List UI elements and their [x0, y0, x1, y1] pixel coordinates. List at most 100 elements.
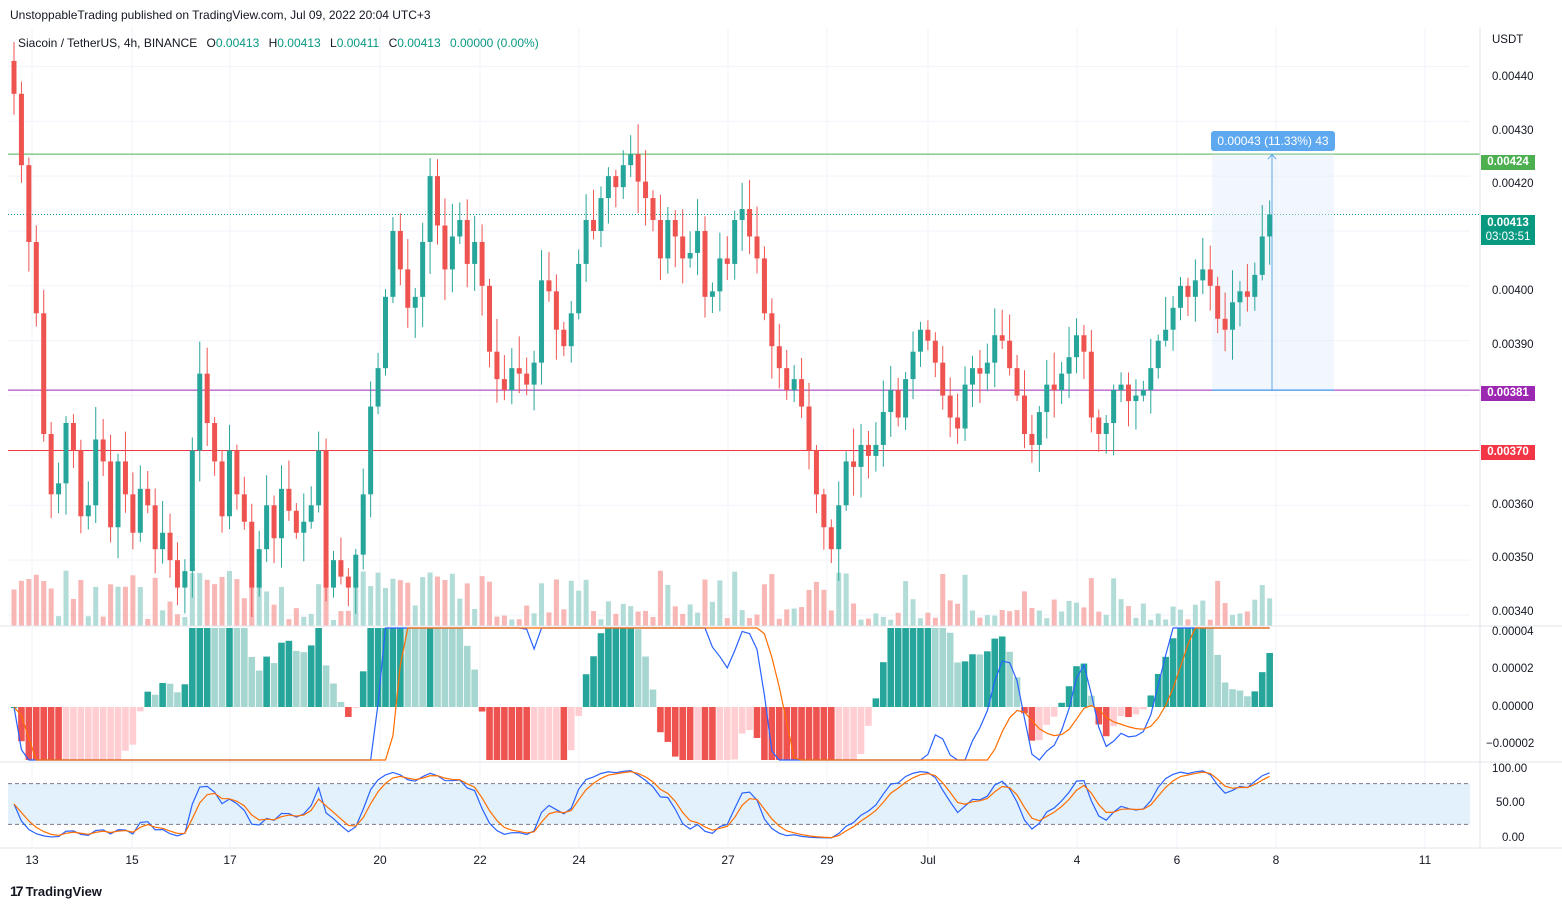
- candle-body: [992, 335, 998, 363]
- macd-histogram-bar: [939, 628, 947, 707]
- low-label: L: [330, 36, 337, 50]
- macd-histogram-bar: [218, 628, 226, 707]
- volume-bar: [858, 619, 864, 626]
- candle-body: [620, 165, 626, 188]
- macd-histogram-bar: [649, 689, 657, 707]
- candle-body: [665, 220, 671, 259]
- stoch-tick: 0.00: [1502, 832, 1525, 844]
- volume-bar: [910, 599, 916, 626]
- macd-histogram-bar: [1080, 663, 1088, 707]
- time-tick: 11: [1418, 853, 1432, 867]
- price-tick: 0.00390: [1492, 339, 1534, 351]
- macd-histogram-bar: [538, 707, 545, 760]
- volume-bar: [672, 606, 678, 626]
- macd-histogram-bar: [263, 656, 270, 707]
- volume-bar: [992, 615, 998, 626]
- time-tick: Jul: [920, 853, 936, 867]
- candle-body: [219, 461, 225, 517]
- macd-histogram-bar: [300, 652, 308, 707]
- candle-body: [605, 176, 611, 199]
- volume-bar: [226, 570, 232, 626]
- macd-histogram-bar: [248, 656, 256, 707]
- volume-bar: [598, 619, 604, 626]
- macd-histogram-bar: [723, 707, 731, 760]
- volume-bar: [561, 609, 567, 626]
- macd-histogram-bar: [619, 628, 627, 707]
- macd-histogram-bar: [998, 636, 1006, 707]
- resistance-price-tag: 0.00424: [1481, 155, 1535, 170]
- macd-histogram-bar: [1021, 707, 1028, 714]
- volume-bar: [479, 576, 485, 626]
- candle-body: [724, 258, 730, 264]
- candle-body: [895, 390, 901, 418]
- candle-body: [955, 417, 961, 429]
- candle-body: [93, 439, 99, 506]
- candle-body: [420, 241, 426, 297]
- volume-bar: [620, 603, 626, 626]
- volume-bar: [613, 613, 619, 626]
- candle-body: [390, 230, 396, 297]
- volume-bar: [591, 611, 597, 626]
- candle-body: [932, 340, 938, 363]
- macd-histogram-bar: [627, 628, 634, 707]
- volume-bar: [93, 586, 99, 626]
- volume-bar: [412, 605, 418, 626]
- stoch-tick: 100.00: [1492, 763, 1528, 775]
- candle-body: [1148, 368, 1154, 391]
- volume-bar: [531, 613, 537, 626]
- candle-body: [353, 554, 359, 588]
- candle-body: [1096, 417, 1102, 434]
- candle-body: [784, 368, 790, 391]
- volume-bar: [1140, 603, 1146, 626]
- macd-histogram-bar: [783, 707, 791, 760]
- candle-body: [48, 433, 54, 495]
- macd-histogram-bar: [746, 707, 753, 731]
- candle-body: [1163, 329, 1169, 341]
- macd-histogram-bar: [1095, 707, 1103, 725]
- candle-body: [1207, 269, 1213, 286]
- macd-histogram-bar: [501, 707, 508, 760]
- change-value: 0.00000 (0.00%): [449, 36, 539, 50]
- volume-bar: [375, 572, 381, 626]
- volume-bar: [843, 573, 849, 626]
- candle-body: [397, 230, 403, 270]
- volume-bar: [1081, 607, 1087, 626]
- candle-body: [405, 269, 411, 308]
- volume-bar: [605, 601, 611, 626]
- volume-bar: [680, 613, 686, 626]
- volume-bar: [1230, 614, 1236, 626]
- time-tick: 22: [473, 853, 487, 867]
- volume-bar: [583, 579, 589, 626]
- volume-bar: [568, 580, 574, 626]
- macd-histogram-bar: [203, 628, 211, 707]
- candle-body: [739, 209, 745, 221]
- candle-body: [308, 505, 314, 522]
- macd-histogram-bar: [293, 650, 300, 707]
- macd-histogram-bar: [1251, 691, 1259, 707]
- macd-histogram-bar: [887, 628, 895, 707]
- macd-histogram-bar: [1154, 673, 1162, 707]
- volume-bar: [264, 591, 270, 626]
- volume-bar: [390, 578, 396, 626]
- macd-histogram-bar: [411, 628, 419, 707]
- tradingview-brand[interactable]: 17 TradingView: [10, 883, 102, 899]
- volume-bar: [650, 617, 656, 626]
- macd-pane: [10, 627, 1273, 761]
- candle-body: [345, 576, 351, 588]
- volume-bar: [1073, 602, 1079, 626]
- candle-body: [799, 379, 805, 407]
- volume-bar: [457, 598, 463, 626]
- volume-bar: [821, 589, 827, 626]
- macd-histogram-bar: [991, 638, 999, 707]
- price-tick: 0.00420: [1492, 178, 1534, 190]
- candle-body: [1200, 269, 1206, 281]
- macd-histogram-bar: [1162, 656, 1169, 707]
- candle-body: [531, 362, 537, 385]
- time-tick: 15: [125, 853, 139, 867]
- candle-body: [940, 362, 946, 396]
- candle-body: [561, 329, 567, 347]
- candle-body: [1222, 318, 1228, 330]
- macd-histogram-bar: [1036, 707, 1043, 741]
- macd-histogram-bar: [790, 707, 798, 760]
